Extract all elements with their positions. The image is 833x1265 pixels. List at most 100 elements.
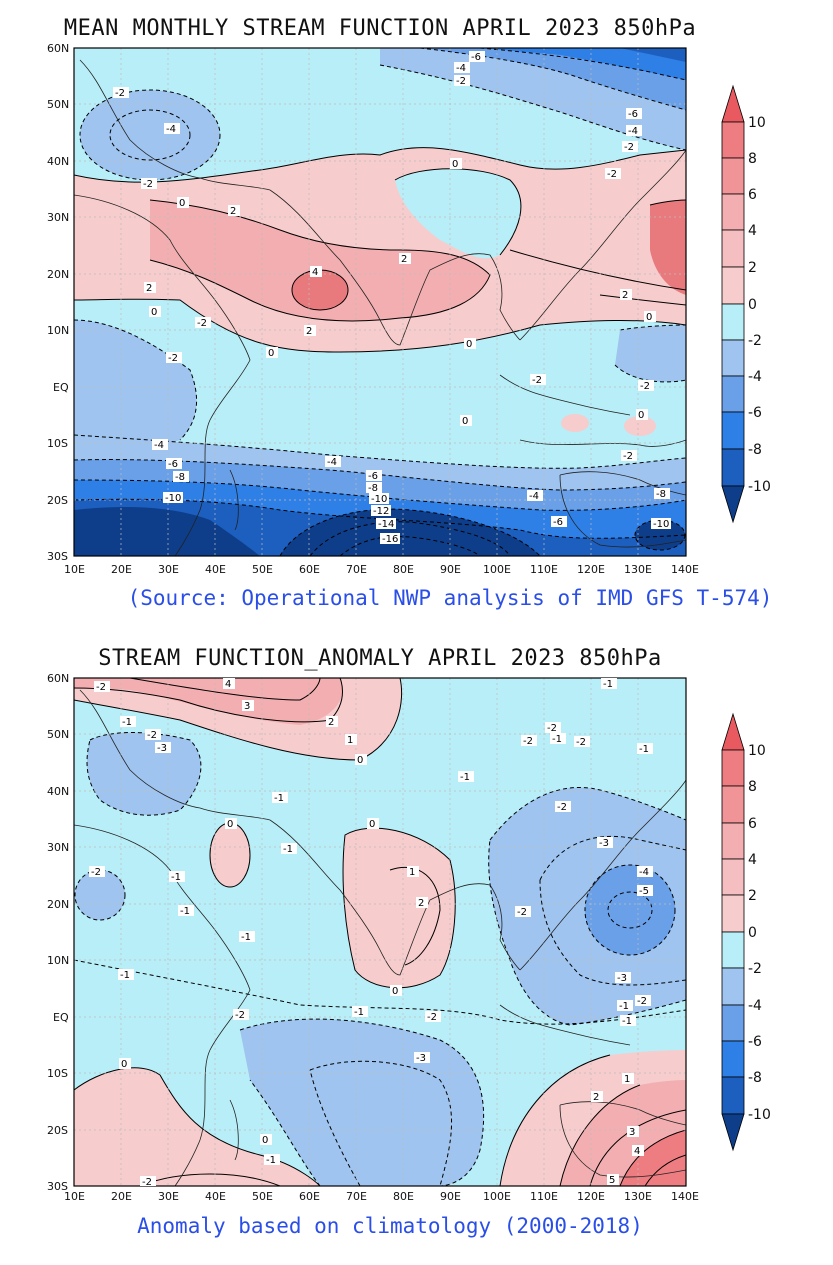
contour-label: -1 [352,1006,368,1018]
contour-label: -1 [458,771,474,783]
x-tick-label: 90E [440,1190,461,1203]
contour-label: 4 [223,678,235,690]
contour-label: -1 [272,792,288,804]
svg-text:-2: -2 [91,867,101,878]
x-tick-label: 60E [299,563,320,576]
svg-text:-4: -4 [529,491,539,502]
colorbar-label: 10 [748,115,766,131]
colorbar-label: -2 [748,961,762,977]
contour-label: -12 [371,505,391,517]
colorbar-label: 8 [748,151,757,167]
contour-label: -1 [637,743,653,755]
svg-text:-8: -8 [175,472,185,483]
contour-label: 2 [304,325,316,337]
panel2-contour-lines [74,678,686,1186]
svg-text:-1: -1 [120,970,130,981]
svg-text:-2: -2 [517,907,527,918]
svg-text:0: 0 [369,819,375,830]
svg-text:-6: -6 [168,459,178,470]
svg-text:-6: -6 [628,109,638,120]
svg-text:-10: -10 [371,494,387,505]
y-tick-label: 20S [47,494,68,507]
panel1-coastlines [74,59,686,556]
colorbar-label: -10 [748,479,771,495]
contour-label: 0 [644,311,656,323]
svg-text:3: 3 [244,701,250,712]
svg-text:-2: -2 [547,723,557,734]
svg-text:3: 3 [629,1127,635,1138]
y-tick-label: 30N [47,841,69,854]
svg-text:-1: -1 [274,793,284,804]
contour-label: -3 [615,972,631,984]
svg-text:-8: -8 [656,489,666,500]
x-tick-label: 140E [671,1190,699,1203]
contour-label: -2 [622,141,638,153]
svg-text:-1: -1 [639,744,649,755]
contour-label: 0 [450,158,462,170]
contour-label: -2 [195,317,211,329]
x-tick-label: 70E [346,563,367,576]
colorbar-label: 0 [748,297,757,313]
x-tick-label: 120E [577,563,605,576]
svg-text:-2: -2 [532,375,542,386]
svg-text:-2: -2 [607,169,617,180]
contour-label: 3 [242,700,254,712]
svg-text:-1: -1 [180,906,190,917]
svg-text:0: 0 [638,410,644,421]
svg-text:2: 2 [401,254,407,265]
contour-label: -6 [166,458,182,470]
colorbar-label: 10 [748,743,766,759]
x-tick-label: 130E [624,1190,652,1203]
x-tick-label: 80E [393,563,414,576]
contour-label: 4 [310,266,322,278]
svg-text:-3: -3 [599,838,609,849]
y-tick-label: 40N [47,155,69,168]
y-tick-label: EQ [53,1011,69,1024]
colorbar-label: 0 [748,925,757,941]
colorbar-label: 2 [748,888,757,904]
colorbar-label: 2 [748,260,757,276]
contour-label: -5 [637,885,653,897]
x-tick-label: 10E [64,563,85,576]
svg-text:-4: -4 [166,124,176,135]
x-tick-label: 70E [346,1190,367,1203]
contour-label: -10 [163,492,183,504]
contour-label: 2 [620,289,632,301]
svg-text:0: 0 [227,819,233,830]
contour-label: -4 [325,456,341,468]
contour-label: -6 [469,51,485,63]
contour-label: 0 [367,818,379,830]
contour-label: 1 [407,866,419,878]
panel1-contour-lines [74,147,686,353]
contour-label: 2 [591,1091,603,1103]
svg-text:-2: -2 [142,1177,152,1188]
contour-label: -2 [621,450,637,462]
svg-text:-1: -1 [460,772,470,783]
y-tick-label: 10S [47,437,68,450]
panel1-x-axis: 10E 20E 30E 40E 50E 60E 70E 80E 90E 100E… [64,563,699,576]
colorbar-label: -8 [748,442,762,458]
y-tick-label: 20N [47,898,69,911]
svg-text:4: 4 [634,1146,640,1157]
svg-text:-2: -2 [147,730,157,741]
contour-label: -6 [626,108,642,120]
contour-label: 0 [177,197,189,209]
contour-label: 0 [266,347,278,359]
svg-text:-12: -12 [373,506,389,517]
x-tick-label: 120E [577,1190,605,1203]
y-tick-label: 30S [47,550,68,563]
contour-label: 1 [345,734,357,746]
x-tick-label: 100E [483,563,511,576]
svg-text:0: 0 [392,986,398,997]
y-tick-label: 40N [47,785,69,798]
contour-label: 0 [460,415,472,427]
svg-text:-2: -2 [427,1012,437,1023]
contour-label: -2 [521,735,537,747]
contour-label: -2 [545,722,561,734]
svg-text:5: 5 [609,1175,615,1186]
svg-text:2: 2 [622,290,628,301]
y-tick-label: 30N [47,211,69,224]
svg-text:2: 2 [328,717,334,728]
panel1-source-note: (Source: Operational NWP analysis of IMD… [127,586,773,610]
